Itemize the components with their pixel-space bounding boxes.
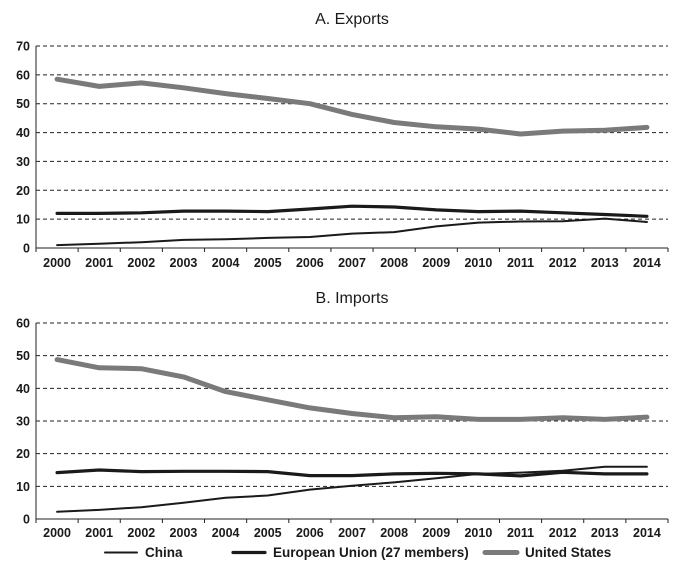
exports-x-tick-label: 2013 xyxy=(591,256,619,270)
legend: China European Union (27 members) United S… xyxy=(104,545,611,560)
imports-x-tick-label: 2010 xyxy=(464,526,492,540)
imports-x-tick-label: 2014 xyxy=(633,526,661,540)
imports-y-tick-label: 0 xyxy=(23,513,30,527)
exports-x-tick-label: 2004 xyxy=(212,256,240,270)
exports-x-tick-label: 2006 xyxy=(296,256,324,270)
imports-x-tick-label: 2006 xyxy=(296,526,324,540)
exports-y-tick-label: 70 xyxy=(16,40,30,54)
imports-series-european-union-27-members xyxy=(55,468,649,478)
exports-y-tick-label: 50 xyxy=(16,97,30,111)
exports-x-tick-label: 2002 xyxy=(127,256,155,270)
legend-label-china: China xyxy=(145,545,183,560)
imports-x-tick-label: 2009 xyxy=(422,526,450,540)
imports-y-tick-label: 60 xyxy=(16,317,30,331)
exports-y-tick-label: 10 xyxy=(16,213,30,227)
imports-x-tick-label: 2003 xyxy=(170,526,198,540)
exports-x-tick-label: 2011 xyxy=(507,256,534,270)
imports-y-tick-label: 40 xyxy=(16,382,30,396)
exports-series-european-union-27-members xyxy=(55,204,649,218)
exports-x-tick-label: 2009 xyxy=(422,256,450,270)
exports-x-tick-label: 2000 xyxy=(43,256,71,270)
imports-y-tick-label: 50 xyxy=(16,349,30,363)
exports-y-tick-label: 40 xyxy=(16,126,30,140)
exports-series-united-states xyxy=(54,76,650,137)
imports-series-united-states xyxy=(54,357,650,422)
imports-x-tick-label: 2001 xyxy=(85,526,113,540)
legend-label-european-union-27-members: European Union (27 members) xyxy=(273,545,469,560)
exports-y-tick-label: 60 xyxy=(16,68,30,82)
exports-x-tick-label: 2010 xyxy=(464,256,492,270)
imports-x-tick-label: 2013 xyxy=(591,526,619,540)
exports-x-tick-label: 2003 xyxy=(170,256,198,270)
legend-label-united-states: United States xyxy=(525,545,611,560)
imports-x-tick-label: 2004 xyxy=(212,526,240,540)
imports-title: B. Imports xyxy=(316,290,389,307)
exports-panel: A. Exports 0 10 20 30 40 50 60 70 2000 2001 2002 200… xyxy=(16,11,669,270)
exports-y-tick-label: 30 xyxy=(16,155,30,169)
imports-series-china xyxy=(56,465,648,513)
imports-x-tick-label: 2002 xyxy=(127,526,155,540)
exports-x-tick-label: 2008 xyxy=(380,256,408,270)
exports-x-tick-label: 2001 xyxy=(85,256,113,270)
imports-x-tick-label: 2011 xyxy=(507,526,534,540)
imports-x-tick-label: 2005 xyxy=(254,526,282,540)
imports-panel: B. Imports 0 10 20 30 40 50 60 2000 2001 2002 2003 2… xyxy=(16,290,669,540)
exports-y-tick-label: 0 xyxy=(23,242,30,256)
imports-y-tick-label: 20 xyxy=(16,447,30,461)
exports-x-tick-label: 2012 xyxy=(549,256,577,270)
imports-y-tick-label: 30 xyxy=(16,415,30,429)
exports-series-china xyxy=(56,217,648,247)
imports-x-tick-label: 2008 xyxy=(380,526,408,540)
imports-x-tick-label: 2012 xyxy=(549,526,577,540)
imports-x-tick-label: 2000 xyxy=(43,526,71,540)
imports-x-tick-label: 2007 xyxy=(338,526,366,540)
imports-y-tick-label: 10 xyxy=(16,480,30,494)
exports-x-tick-label: 2005 xyxy=(254,256,282,270)
exports-y-tick-label: 20 xyxy=(16,184,30,198)
exports-title: A. Exports xyxy=(315,11,389,28)
exports-x-tick-label: 2007 xyxy=(338,256,366,270)
exports-x-tick-label: 2014 xyxy=(633,256,661,270)
